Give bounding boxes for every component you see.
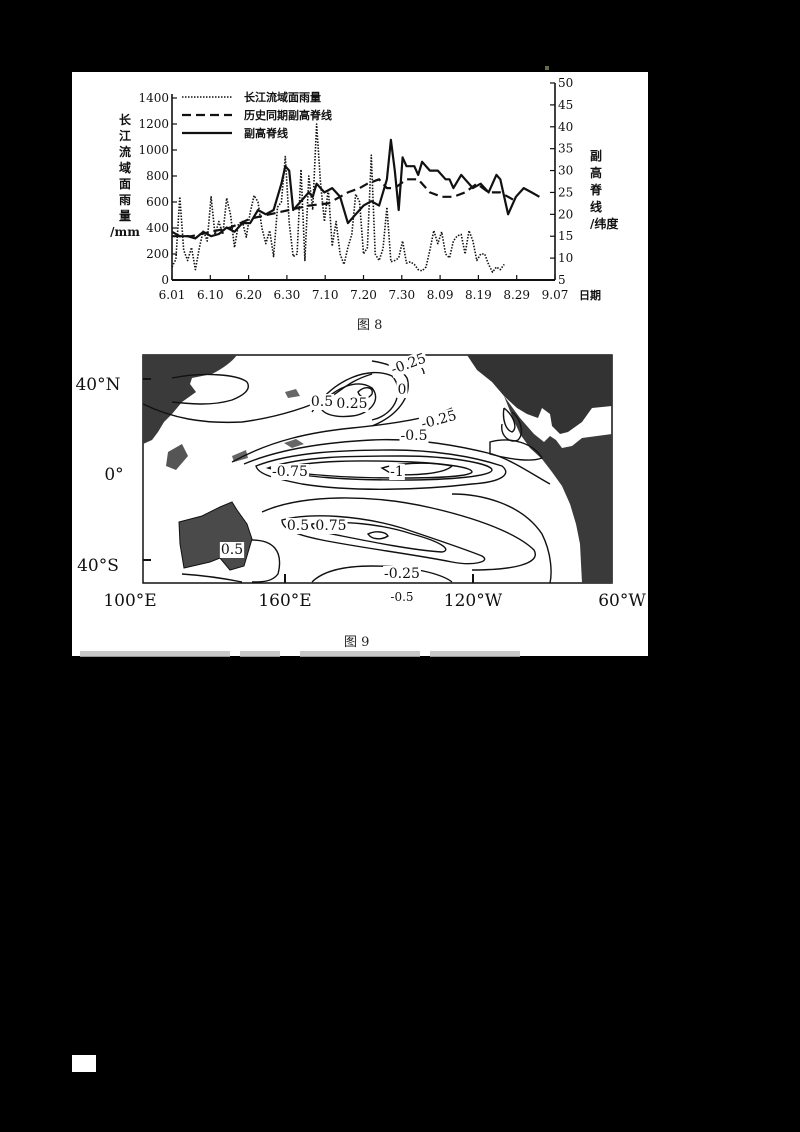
chart-series (171, 123, 540, 273)
cropped-text-line (80, 651, 230, 657)
maritime-island (232, 450, 248, 462)
cropped-text-line (430, 651, 520, 657)
svg-text:长江流域面雨量: 长江流域面雨量 (244, 90, 321, 104)
svg-text:0.25: 0.25 (336, 396, 367, 412)
svg-text:0.5: 0.5 (287, 518, 309, 534)
svg-text:0: 0 (161, 273, 169, 287)
svg-text:25: 25 (558, 185, 573, 199)
svg-text:高: 高 (590, 165, 602, 180)
svg-text:5: 5 (558, 273, 566, 287)
cropped-text-line (240, 651, 280, 657)
svg-text:400: 400 (146, 221, 169, 235)
svg-text:-0.25: -0.25 (384, 566, 420, 582)
svg-text:30: 30 (558, 164, 573, 178)
svg-text:流: 流 (119, 144, 131, 159)
pacific-island-north (285, 389, 300, 398)
svg-text:历史同期副高脊线: 历史同期副高脊线 (244, 108, 332, 122)
svg-text:1000: 1000 (138, 143, 169, 157)
svg-text:35: 35 (558, 142, 573, 156)
svg-text:200: 200 (146, 247, 169, 261)
svg-text:0.5: 0.5 (311, 394, 333, 410)
svg-text:1200: 1200 (138, 117, 169, 131)
svg-text:8.29: 8.29 (503, 288, 530, 302)
svg-text:7.10: 7.10 (312, 288, 339, 302)
svg-text:40°N: 40°N (75, 375, 120, 395)
svg-text:0°: 0° (104, 465, 123, 485)
document-page: 0 200 400 600 800 1000 1200 1400 5 10 15 20 25 30 35 40… (72, 72, 648, 656)
svg-text:160°E: 160°E (258, 591, 311, 611)
svg-text:-0.75: -0.75 (272, 464, 308, 480)
svg-text:6.30: 6.30 (274, 288, 301, 302)
svg-text:脊: 脊 (589, 182, 603, 197)
svg-text:120°W: 120°W (444, 591, 503, 611)
figure-9-caption: 图 9 (344, 635, 370, 650)
svg-text:雨: 雨 (119, 193, 131, 207)
svg-text:8.09: 8.09 (427, 288, 454, 302)
svg-text:40°S: 40°S (77, 556, 119, 576)
svg-text:线: 线 (590, 199, 602, 214)
svg-text:0.5: 0.5 (221, 542, 243, 558)
svg-text:-0.5: -0.5 (390, 590, 413, 604)
svg-text:50: 50 (558, 76, 573, 90)
svg-text:9.07: 9.07 (542, 288, 569, 302)
figure-8-chart: 0 200 400 600 800 1000 1200 1400 5 10 15 20 25 30 35 40… (110, 76, 619, 302)
svg-text:800: 800 (146, 169, 169, 183)
contour-lines (142, 359, 552, 584)
svg-text:-1: -1 (390, 464, 404, 480)
chart-axes: 0 200 400 600 800 1000 1200 1400 5 10 15 20 25 30 35 40… (110, 76, 619, 302)
svg-text:8.19: 8.19 (465, 288, 492, 302)
svg-text:6.01: 6.01 (159, 288, 186, 302)
svg-text:15: 15 (558, 229, 573, 243)
pacific-island-mid (284, 439, 304, 448)
svg-text:/mm: /mm (110, 225, 140, 239)
page-footer-marker (72, 1055, 96, 1072)
svg-text:600: 600 (146, 195, 169, 209)
svg-text:0.75: 0.75 (315, 518, 346, 534)
svg-text:100°E: 100°E (103, 591, 156, 611)
north-america-landmass (467, 355, 612, 434)
svg-text:40: 40 (558, 120, 573, 134)
central-america-landmass (504, 396, 612, 583)
cropped-text-line (300, 651, 420, 657)
svg-text:7.20: 7.20 (350, 288, 377, 302)
maritime-continent (166, 444, 188, 470)
svg-text:副: 副 (590, 148, 602, 163)
asia-landmass (143, 355, 237, 444)
figure-8-caption: 图 8 (357, 318, 383, 333)
svg-text:日期: 日期 (579, 288, 601, 302)
svg-text:江: 江 (119, 128, 131, 143)
svg-text:-0.5: -0.5 (401, 428, 428, 444)
map-ticks (143, 378, 474, 583)
svg-text:20: 20 (558, 207, 573, 221)
svg-text:域: 域 (119, 160, 131, 175)
svg-text:6.20: 6.20 (235, 288, 262, 302)
svg-text:量: 量 (119, 209, 131, 223)
svg-text:6.10: 6.10 (197, 288, 224, 302)
svg-text:0: 0 (398, 382, 407, 398)
svg-text:面: 面 (119, 177, 131, 191)
svg-text:长: 长 (119, 112, 132, 127)
svg-text:60°W: 60°W (598, 591, 646, 611)
svg-text:副高脊线: 副高脊线 (244, 126, 288, 140)
svg-text:10: 10 (558, 251, 573, 265)
svg-text:1400: 1400 (138, 91, 169, 105)
svg-text:/纬度: /纬度 (590, 216, 619, 231)
svg-text:45: 45 (558, 98, 573, 112)
scan-artifact (545, 66, 549, 70)
svg-text:7.30: 7.30 (388, 288, 415, 302)
